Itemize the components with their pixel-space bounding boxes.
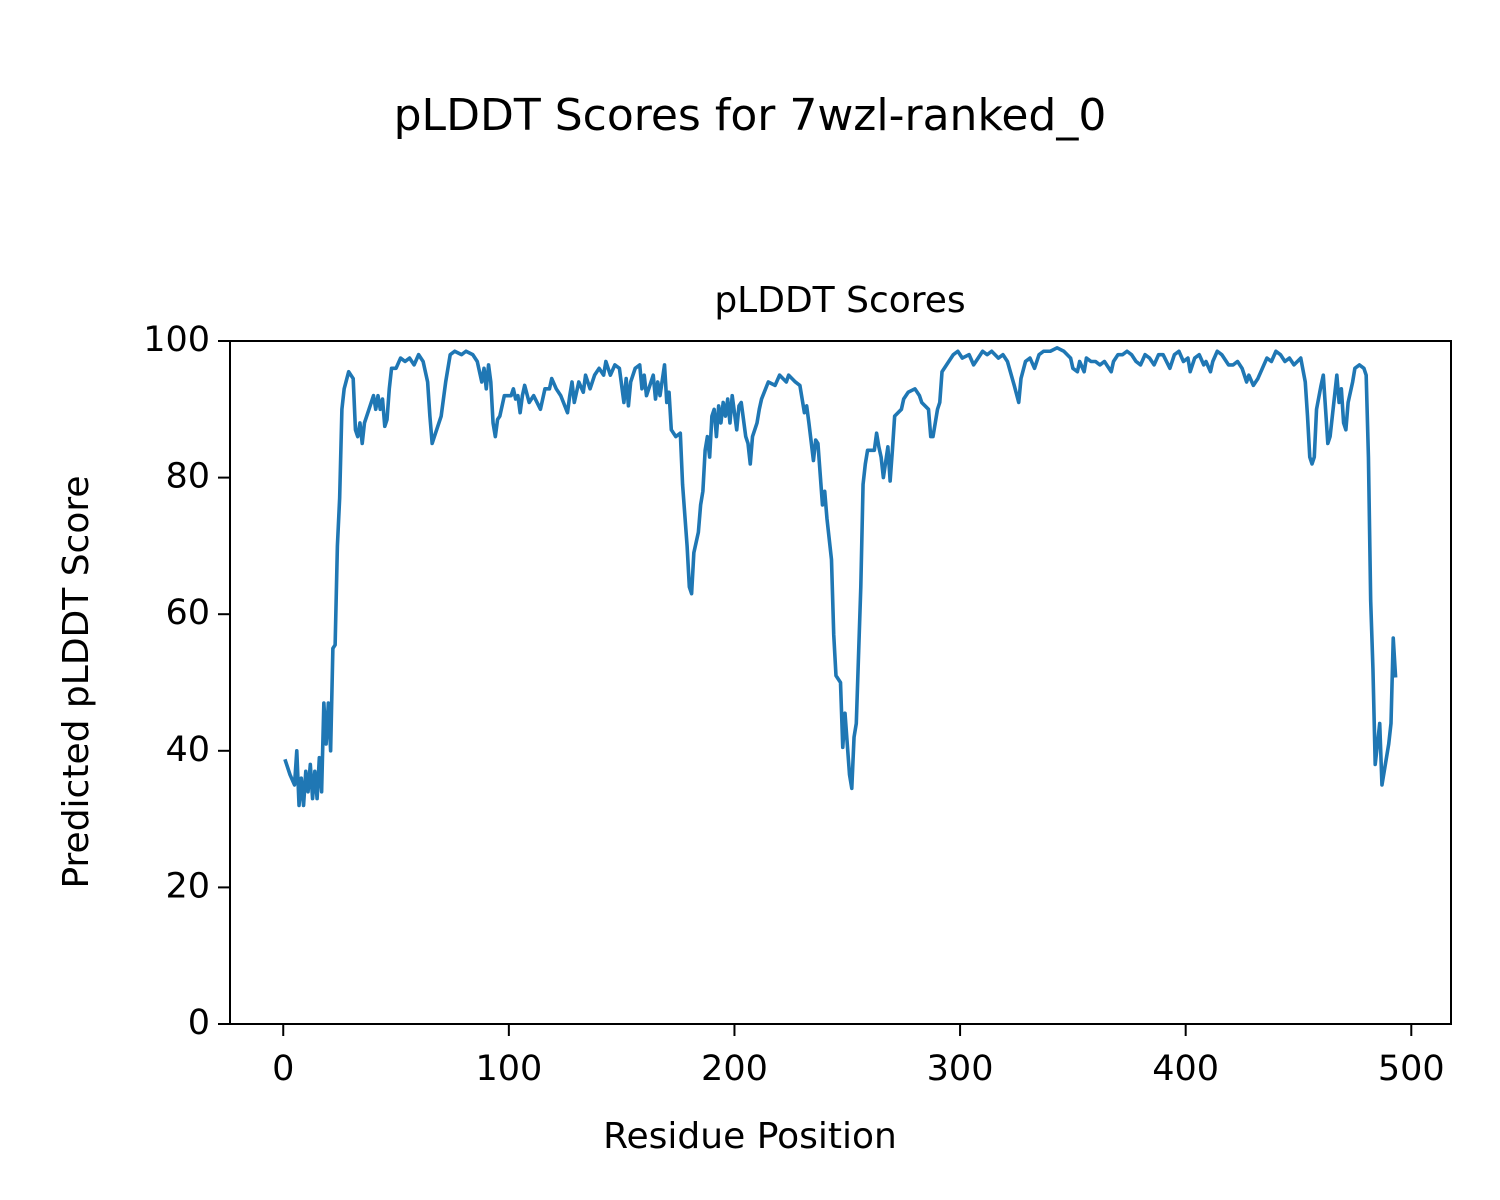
- x-tick-label: 0: [272, 1049, 294, 1089]
- x-tick-label: 500: [1378, 1049, 1445, 1089]
- y-tick-label: 60: [165, 593, 210, 633]
- x-tick-label: 200: [701, 1049, 768, 1089]
- x-tick-label: 300: [927, 1049, 994, 1089]
- axes-frame: [229, 340, 1452, 1025]
- y-tick-label: 100: [143, 320, 210, 360]
- y-tick-label: 80: [165, 457, 210, 497]
- axes-title: pLDDT Scores: [714, 280, 965, 321]
- y-axis-label: Predicted pLDDT Score: [56, 475, 97, 888]
- x-tick-label: 400: [1152, 1049, 1219, 1089]
- data-line: [283, 346, 1398, 808]
- figure-title: pLDDT Scores for 7wzl-ranked_0: [394, 90, 1107, 141]
- plot-area: [283, 346, 1398, 808]
- y-tick-label: 0: [188, 1003, 210, 1043]
- y-tick-label: 20: [165, 866, 210, 906]
- x-axis-label: Residue Position: [603, 1116, 897, 1157]
- x-tick-label: 100: [475, 1049, 542, 1089]
- y-tick-label: 40: [165, 730, 210, 770]
